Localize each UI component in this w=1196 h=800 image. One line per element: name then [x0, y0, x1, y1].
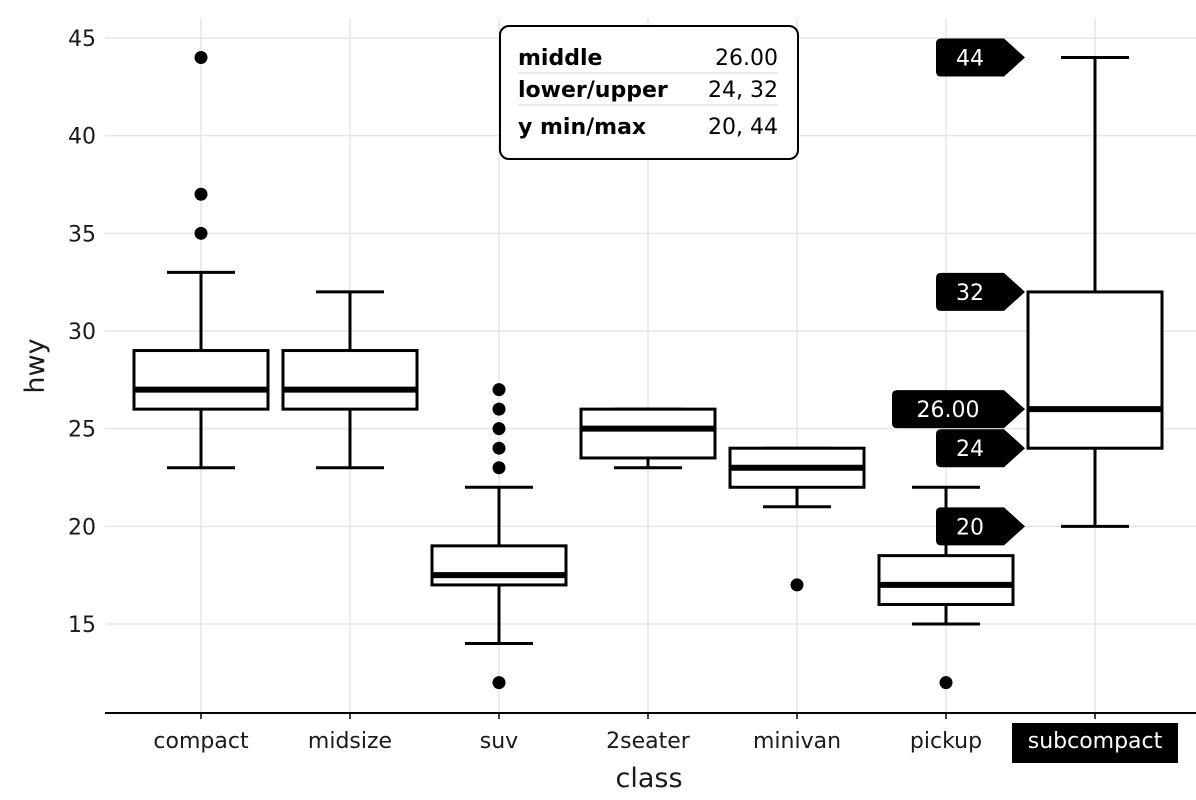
- x-tick-label: midsize: [308, 729, 392, 754]
- callout-shape: [892, 390, 1025, 429]
- box-suv: [430, 383, 568, 690]
- callout-label: 44: [956, 47, 984, 72]
- tooltip-value: 26.00: [715, 46, 778, 71]
- y-tick-label: 35: [68, 222, 96, 247]
- box-iqr: [877, 554, 1015, 606]
- outlier-point: [939, 676, 953, 690]
- tooltip-label: y min/max: [518, 115, 646, 140]
- x-tick-label: pickup: [910, 729, 982, 754]
- outlier-point: [790, 578, 804, 592]
- box-compact: [132, 51, 270, 470]
- box-iqr: [579, 407, 717, 460]
- tooltip-value: 24, 32: [708, 78, 778, 103]
- y-tick-label: 25: [68, 418, 96, 443]
- outlier-point: [492, 676, 506, 690]
- outlier-point: [194, 226, 208, 240]
- x-axis-title: class: [615, 763, 682, 794]
- callout-label: 32: [956, 281, 984, 306]
- x-tick-label: subcompact: [1028, 729, 1163, 754]
- callout-shape: [936, 38, 1025, 77]
- callout-shape: [936, 507, 1025, 546]
- tooltip-label: middle: [518, 46, 602, 71]
- y-tick-label: 40: [68, 125, 96, 150]
- box-minivan: [728, 446, 866, 592]
- y-tick-label: 20: [68, 515, 96, 540]
- x-tick-highlight: [1012, 723, 1178, 763]
- x-tick-label: suv: [480, 729, 518, 754]
- outlier-point: [492, 461, 506, 475]
- callout-label: 26.00: [917, 398, 980, 423]
- box-iqr: [430, 544, 568, 587]
- y-tick-label: 45: [68, 27, 96, 52]
- box-subcompact: [1026, 56, 1164, 528]
- outlier-point: [194, 187, 208, 201]
- outlier-point: [492, 402, 506, 416]
- box-midsize: [281, 290, 419, 470]
- box-pickup: [877, 485, 1015, 690]
- tooltip-label: lower/upper: [518, 78, 668, 103]
- x-tick-label: minivan: [753, 729, 841, 754]
- y-tick-label: 15: [68, 613, 96, 638]
- tooltip-value: 20, 44: [708, 115, 778, 140]
- callout-label: 20: [956, 515, 984, 540]
- box-iqr: [132, 349, 270, 411]
- callout-label: 24: [956, 437, 984, 462]
- outlier-point: [492, 441, 506, 455]
- y-tick-label: 30: [68, 320, 96, 345]
- tooltip-frame: [499, 25, 799, 160]
- y-axis-title: hwy: [20, 338, 51, 393]
- box-iqr: [281, 349, 419, 411]
- outlier-point: [492, 422, 506, 436]
- x-tick-label: compact: [153, 729, 249, 754]
- tooltip: middle 26.00 lower/upper 24, 32 y min/max 20,…: [499, 25, 799, 160]
- outlier-point: [194, 51, 208, 65]
- box-2seater: [579, 407, 717, 470]
- callout-shape: [936, 272, 1025, 311]
- x-tick-label: 2seater: [606, 729, 691, 754]
- outlier-point: [492, 383, 506, 397]
- callout-shape: [936, 429, 1025, 468]
- callouts: 44 32 26.00 24 20: [892, 38, 1025, 546]
- box-iqr: [1026, 290, 1164, 450]
